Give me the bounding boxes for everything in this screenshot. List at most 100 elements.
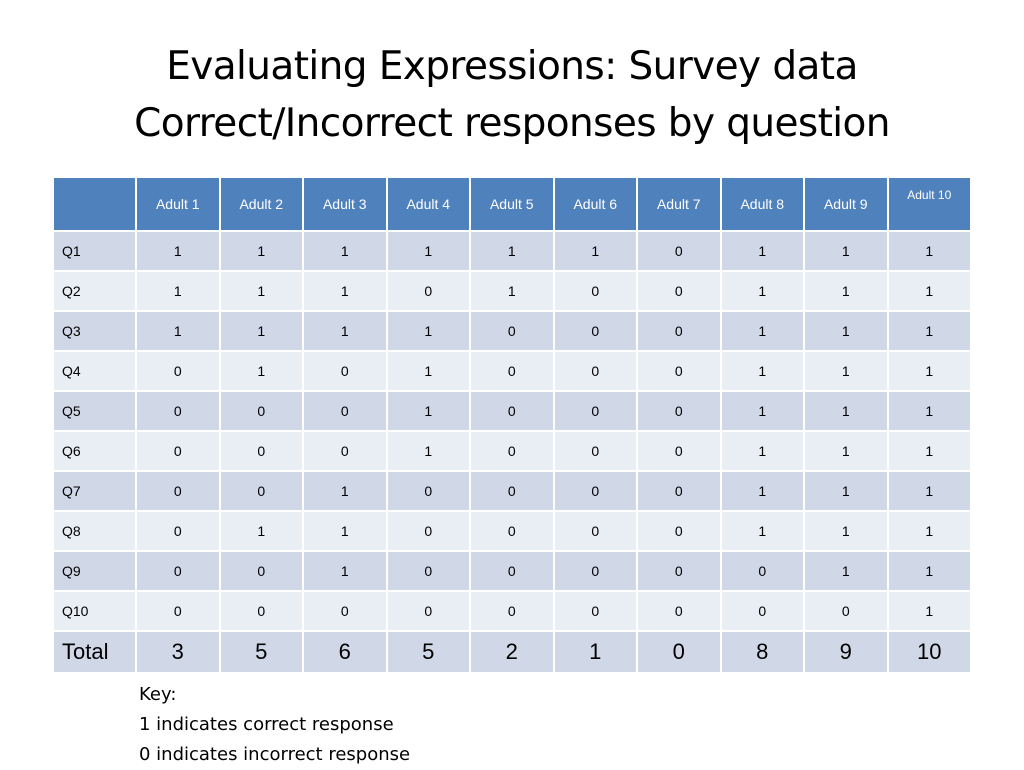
response-cell: 1 bbox=[803, 350, 889, 392]
response-cell: 1 bbox=[552, 230, 638, 272]
response-cell: 0 bbox=[636, 310, 722, 352]
response-cell: 1 bbox=[803, 270, 889, 312]
response-cell: 1 bbox=[302, 270, 388, 312]
response-cell: 1 bbox=[886, 270, 972, 312]
response-cell: 0 bbox=[636, 510, 722, 552]
response-cell: 1 bbox=[803, 550, 889, 592]
response-cell: 0 bbox=[636, 470, 722, 512]
response-cell: 0 bbox=[469, 310, 555, 352]
response-cell: 1 bbox=[719, 230, 805, 272]
total-cell: 3 bbox=[135, 630, 221, 674]
response-cell: 1 bbox=[218, 510, 304, 552]
column-header-adult-7: Adult 7 bbox=[636, 176, 722, 232]
response-cell: 1 bbox=[803, 430, 889, 472]
response-cell: 0 bbox=[469, 470, 555, 512]
response-cell: 0 bbox=[552, 510, 638, 552]
response-cell: 0 bbox=[469, 510, 555, 552]
response-cell: 1 bbox=[886, 390, 972, 432]
response-cell: 1 bbox=[302, 470, 388, 512]
response-cell: 0 bbox=[218, 550, 304, 592]
response-cell: 1 bbox=[886, 350, 972, 392]
table-row: Q7 0 0 1 0 0 0 0 1 1 1 bbox=[52, 470, 972, 512]
response-cell: 1 bbox=[719, 270, 805, 312]
response-cell: 1 bbox=[385, 350, 471, 392]
response-cell: 1 bbox=[302, 510, 388, 552]
response-cell: 0 bbox=[385, 510, 471, 552]
table-row: Q9 0 0 1 0 0 0 0 0 1 1 bbox=[52, 550, 972, 592]
response-cell: 0 bbox=[552, 390, 638, 432]
total-label: Total bbox=[52, 630, 137, 674]
row-label: Q6 bbox=[52, 430, 137, 472]
response-cell: 1 bbox=[886, 230, 972, 272]
response-cell: 1 bbox=[469, 230, 555, 272]
response-cell: 0 bbox=[135, 470, 221, 512]
response-cell: 0 bbox=[302, 590, 388, 632]
response-cell: 0 bbox=[385, 550, 471, 592]
table-row: Q5 0 0 0 1 0 0 0 1 1 1 bbox=[52, 390, 972, 432]
total-cell: 0 bbox=[636, 630, 722, 674]
total-row: Total 3 5 6 5 2 1 0 8 9 10 bbox=[52, 630, 972, 674]
response-cell: 1 bbox=[719, 430, 805, 472]
column-header-adult-9: Adult 9 bbox=[803, 176, 889, 232]
response-cell: 0 bbox=[218, 430, 304, 472]
response-cell: 0 bbox=[552, 270, 638, 312]
column-header-adult-4: Adult 4 bbox=[385, 176, 471, 232]
response-cell: 0 bbox=[385, 270, 471, 312]
response-cell: 0 bbox=[552, 470, 638, 512]
key-incorrect-line: 0 indicates incorrect response bbox=[139, 744, 411, 765]
response-cell: 0 bbox=[469, 590, 555, 632]
column-header-adult-6: Adult 6 bbox=[552, 176, 638, 232]
response-cell: 1 bbox=[803, 390, 889, 432]
row-label: Q10 bbox=[52, 590, 137, 632]
row-label: Q5 bbox=[52, 390, 137, 432]
row-label: Q1 bbox=[52, 230, 137, 272]
column-header-adult-10: Adult 10 bbox=[886, 176, 972, 232]
table-body: Q1 1 1 1 1 1 1 0 1 1 1 Q2 1 1 1 0 1 0 0 1 1 1 Q3 1 1 1 1 0 0 0 1 1 1 Q4 0 1… bbox=[52, 230, 972, 674]
response-cell: 1 bbox=[803, 230, 889, 272]
response-cell: 0 bbox=[552, 550, 638, 592]
response-cell: 0 bbox=[469, 390, 555, 432]
slide-title-line-1: Evaluating Expressions: Survey data bbox=[166, 44, 858, 89]
response-cell: 1 bbox=[886, 590, 972, 632]
response-cell: 0 bbox=[636, 270, 722, 312]
table-row: Q2 1 1 1 0 1 0 0 1 1 1 bbox=[52, 270, 972, 312]
response-cell: 1 bbox=[218, 230, 304, 272]
response-cell: 1 bbox=[719, 310, 805, 352]
table-header-row: Adult 1 Adult 2 Adult 3 Adult 4 Adult 5 Adult… bbox=[52, 176, 972, 232]
response-cell: 1 bbox=[135, 230, 221, 272]
response-cell: 0 bbox=[135, 350, 221, 392]
total-cell: 5 bbox=[385, 630, 471, 674]
response-cell: 1 bbox=[803, 470, 889, 512]
table-row: Q10 0 0 0 0 0 0 0 0 0 1 bbox=[52, 590, 972, 632]
response-cell: 0 bbox=[552, 350, 638, 392]
response-cell: 0 bbox=[135, 550, 221, 592]
response-cell: 1 bbox=[302, 230, 388, 272]
response-cell: 1 bbox=[886, 550, 972, 592]
table-row: Q6 0 0 0 1 0 0 0 1 1 1 bbox=[52, 430, 972, 472]
response-cell: 0 bbox=[469, 550, 555, 592]
column-header-adult-5: Adult 5 bbox=[469, 176, 555, 232]
response-cell: 0 bbox=[469, 350, 555, 392]
slide-title: Evaluating Expressions: Survey data Corr… bbox=[0, 38, 1024, 152]
response-cell: 0 bbox=[218, 390, 304, 432]
table-row: Q3 1 1 1 1 0 0 0 1 1 1 bbox=[52, 310, 972, 352]
total-cell: 6 bbox=[302, 630, 388, 674]
response-cell: 1 bbox=[385, 230, 471, 272]
total-cell: 10 bbox=[886, 630, 972, 674]
response-cell: 1 bbox=[886, 310, 972, 352]
response-cell: 1 bbox=[385, 430, 471, 472]
response-cell: 0 bbox=[385, 470, 471, 512]
response-cell: 1 bbox=[218, 350, 304, 392]
row-label: Q7 bbox=[52, 470, 137, 512]
row-label: Q3 bbox=[52, 310, 137, 352]
response-cell: 1 bbox=[218, 270, 304, 312]
response-cell: 0 bbox=[135, 430, 221, 472]
response-cell: 1 bbox=[803, 510, 889, 552]
response-cell: 1 bbox=[719, 390, 805, 432]
response-cell: 0 bbox=[552, 590, 638, 632]
column-header-adult-3: Adult 3 bbox=[302, 176, 388, 232]
response-cell: 1 bbox=[302, 310, 388, 352]
table-row: Q1 1 1 1 1 1 1 0 1 1 1 bbox=[52, 230, 972, 272]
response-cell: 0 bbox=[719, 590, 805, 632]
response-cell: 1 bbox=[719, 510, 805, 552]
